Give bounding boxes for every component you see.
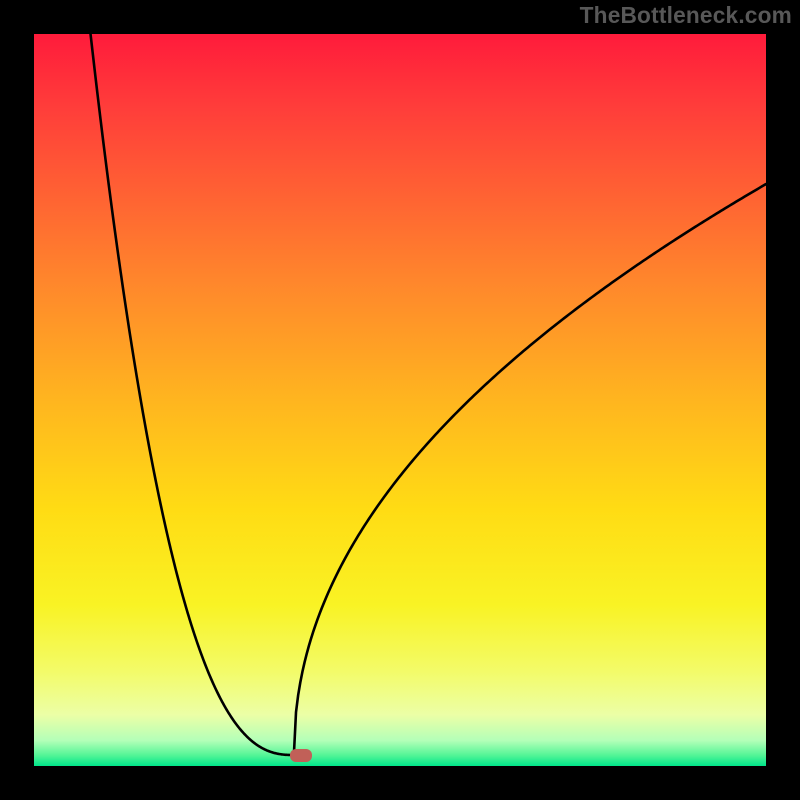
curve-svg bbox=[34, 34, 766, 766]
bottleneck-curve bbox=[89, 34, 766, 755]
chart-outer: TheBottleneck.com bbox=[0, 0, 800, 800]
minimum-marker bbox=[290, 749, 312, 762]
watermark-text: TheBottleneck.com bbox=[580, 2, 792, 29]
plot-area bbox=[34, 34, 766, 766]
